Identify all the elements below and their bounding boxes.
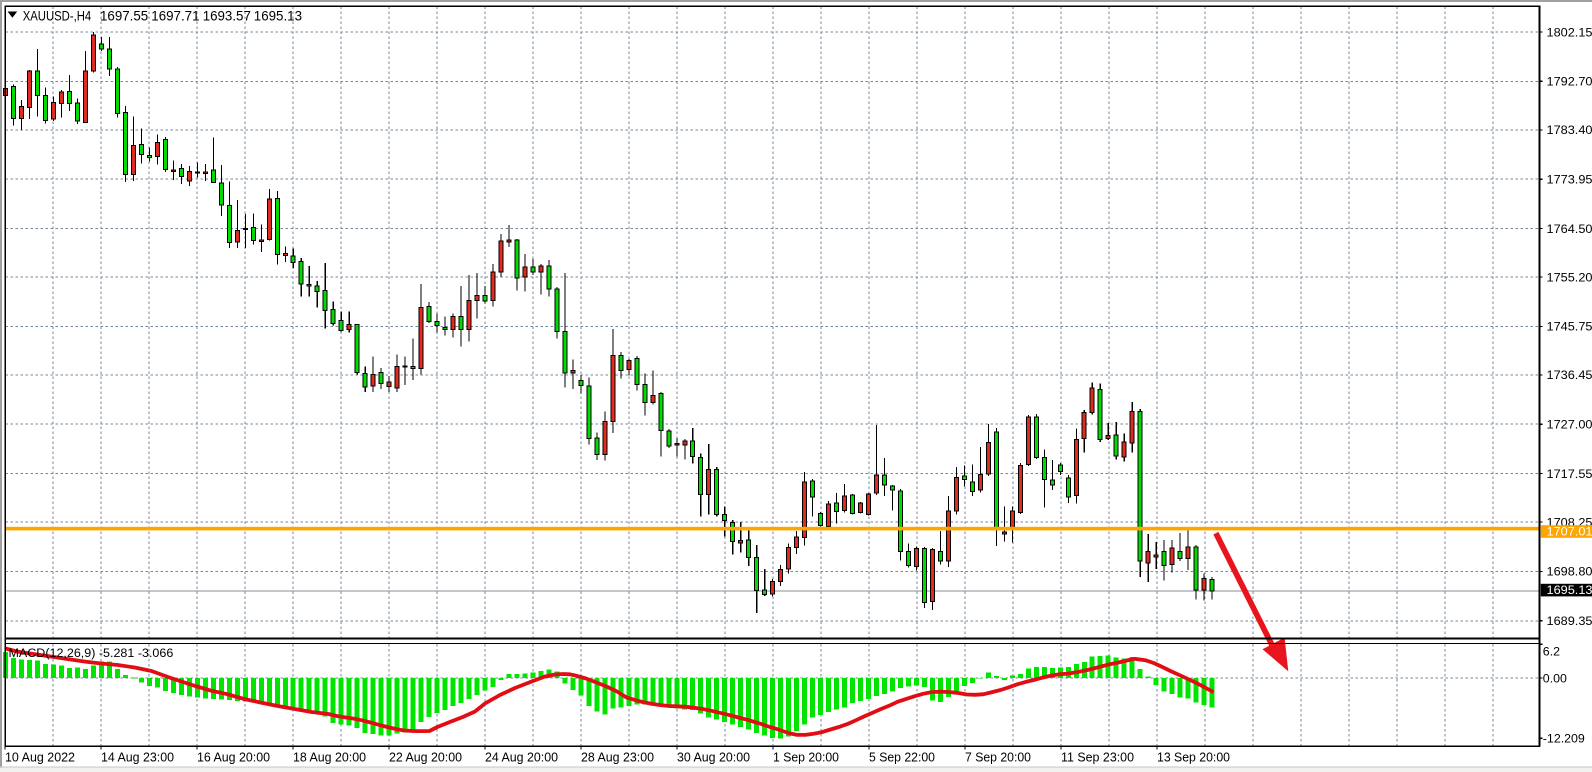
svg-text:1755.20: 1755.20	[1547, 270, 1592, 284]
svg-text:1698.80: 1698.80	[1547, 565, 1592, 579]
svg-text:1695.13: 1695.13	[254, 8, 302, 23]
svg-text:1745.75: 1745.75	[1547, 320, 1592, 334]
svg-text:11 Sep 23:00: 11 Sep 23:00	[1061, 750, 1134, 764]
svg-text:30 Aug 20:00: 30 Aug 20:00	[677, 750, 750, 764]
svg-text:1792.70: 1792.70	[1547, 75, 1592, 89]
svg-text:22 Aug 20:00: 22 Aug 20:00	[389, 750, 462, 764]
svg-text:16 Aug 20:00: 16 Aug 20:00	[197, 750, 270, 764]
svg-text:1773.95: 1773.95	[1547, 173, 1592, 187]
svg-text:1783.40: 1783.40	[1547, 123, 1592, 137]
svg-text:6.2: 6.2	[1543, 645, 1560, 659]
svg-text:18 Aug 20:00: 18 Aug 20:00	[293, 750, 366, 764]
svg-text:1697.71: 1697.71	[151, 8, 199, 23]
svg-text:1697.55: 1697.55	[100, 8, 148, 23]
svg-text:1802.15: 1802.15	[1547, 25, 1592, 39]
svg-text:1689.35: 1689.35	[1547, 614, 1592, 628]
svg-text:1764.50: 1764.50	[1547, 222, 1592, 236]
svg-text:5 Sep 22:00: 5 Sep 22:00	[869, 750, 935, 764]
svg-text:1717.55: 1717.55	[1547, 467, 1592, 481]
svg-text:-12.209: -12.209	[1543, 732, 1585, 746]
svg-text:1693.57: 1693.57	[203, 8, 251, 23]
svg-text:1 Sep 20:00: 1 Sep 20:00	[773, 750, 839, 764]
svg-text:XAUUSD-,H4: XAUUSD-,H4	[23, 8, 92, 23]
svg-text:24 Aug 20:00: 24 Aug 20:00	[485, 750, 558, 764]
svg-text:1707.01: 1707.01	[1547, 525, 1592, 539]
svg-text:1727.00: 1727.00	[1547, 418, 1592, 432]
svg-text:1736.45: 1736.45	[1547, 368, 1592, 382]
svg-text:10 Aug 2022: 10 Aug 2022	[5, 750, 75, 764]
svg-text:7 Sep 20:00: 7 Sep 20:00	[965, 750, 1031, 764]
svg-text:28 Aug 23:00: 28 Aug 23:00	[581, 750, 654, 764]
svg-text:0.00: 0.00	[1543, 671, 1567, 685]
svg-text:MACD(12,26,9) -5.281 -3.066: MACD(12,26,9) -5.281 -3.066	[9, 646, 174, 660]
svg-text:14 Aug 23:00: 14 Aug 23:00	[101, 750, 174, 764]
svg-text:1695.13: 1695.13	[1547, 583, 1592, 597]
svg-text:13 Sep 20:00: 13 Sep 20:00	[1157, 750, 1230, 764]
